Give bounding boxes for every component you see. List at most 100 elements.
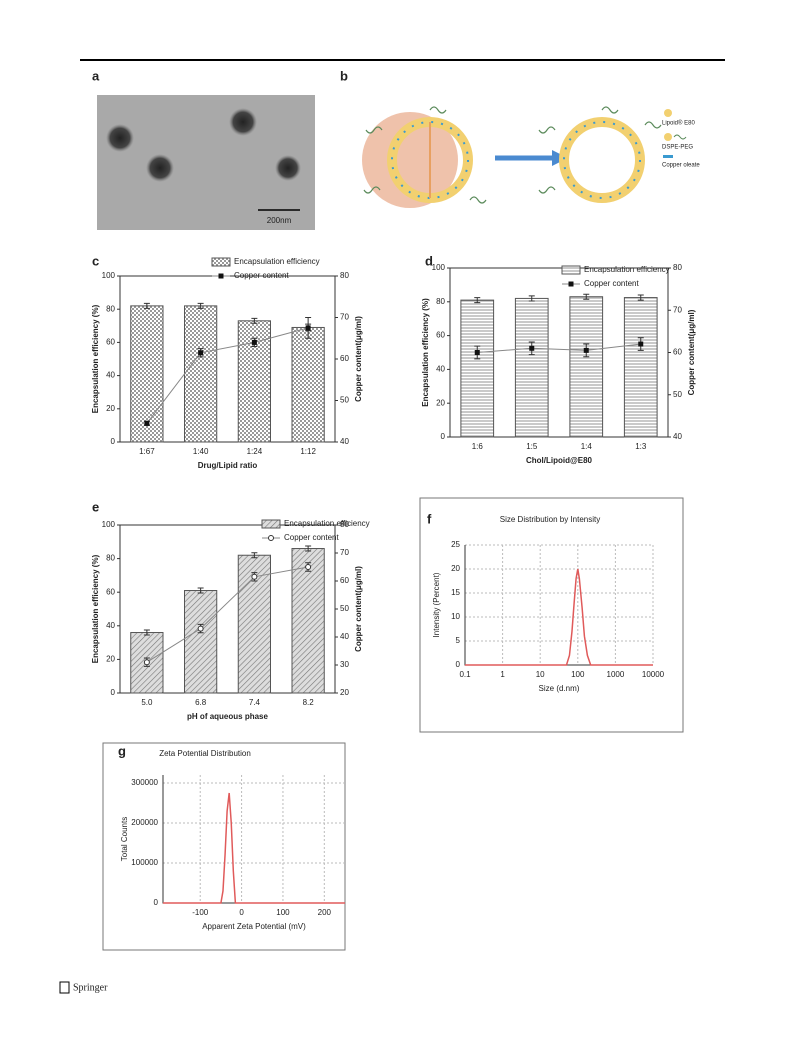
- bar: [569, 296, 604, 438]
- y-tick-label: 60: [436, 331, 445, 340]
- x-tick-label: 5.0: [141, 698, 153, 707]
- chart-title: Size Distribution by Intensity: [500, 515, 601, 524]
- bar: [514, 297, 549, 438]
- y-tick-label: 60: [106, 338, 115, 347]
- y2-tick-label: 80: [673, 263, 682, 272]
- legend-label: Copper content: [284, 533, 339, 542]
- line: [146, 327, 309, 424]
- y-tick-label: 20: [436, 398, 445, 407]
- error-bar: [143, 629, 150, 636]
- panel-frame: [102, 742, 346, 951]
- x-axis-title: Apparent Zeta Potential (mV): [202, 922, 306, 931]
- x-axis-title: Size (d.nm): [539, 684, 580, 693]
- x-tick-label: 100: [276, 908, 290, 917]
- y-tick-label: 200000: [131, 818, 158, 827]
- x-tick-label: 100: [571, 670, 585, 679]
- x-tick-label: 1:12: [300, 447, 316, 456]
- legend-label: Copper content: [584, 279, 639, 288]
- y-tick-label: 80: [436, 297, 445, 306]
- marker: [251, 573, 258, 580]
- y2-tick-label: 80: [340, 271, 349, 280]
- legend-label: Encapsulation efficiency: [584, 265, 670, 274]
- panel-label: f: [427, 511, 432, 526]
- y2-tick-label: 60: [340, 576, 349, 585]
- axes: [464, 545, 653, 666]
- x-tick-label: 7.4: [249, 698, 261, 707]
- y-axis-title: Encapsulation efficiency (%): [421, 298, 430, 407]
- legend-label: Copper content: [234, 271, 289, 280]
- y-tick-label: 0: [154, 898, 159, 907]
- y-tick-label: 40: [106, 621, 115, 630]
- marker: [568, 281, 574, 287]
- bar: [291, 548, 325, 694]
- panel-label: g: [118, 743, 126, 758]
- y2-tick-label: 70: [673, 305, 682, 314]
- error-bar: [251, 552, 258, 559]
- legend-label: DSPE-PEG: [662, 145, 693, 151]
- scale-bar-label: 200nm: [267, 216, 292, 225]
- marker: [305, 325, 311, 331]
- y-tick-label: 100: [432, 263, 446, 272]
- bar: [460, 299, 495, 438]
- x-tick-label: 0: [239, 908, 244, 917]
- y-tick-label: 80: [106, 554, 115, 563]
- y-tick-label: 20: [106, 655, 115, 664]
- marker: [144, 420, 150, 426]
- marker: [198, 350, 204, 356]
- axes: [162, 775, 345, 904]
- x-tick-label: 10000: [642, 670, 665, 679]
- y-tick-label: 100: [102, 271, 116, 280]
- y2-tick-label: 50: [340, 604, 349, 613]
- y2-tick-label: 30: [340, 660, 349, 669]
- bar: [184, 305, 218, 443]
- y2-tick-label: 50: [673, 390, 682, 399]
- chart-title: Zeta Potential Distribution: [159, 749, 251, 758]
- y2-tick-label: 60: [673, 348, 682, 357]
- y-axis-title: Intensity (Percent): [432, 572, 441, 637]
- x-tick-label: 8.2: [303, 698, 315, 707]
- x-tick-label: 10: [536, 670, 545, 679]
- error-bar: [583, 293, 590, 300]
- marker: [638, 341, 644, 347]
- marker: [529, 345, 535, 351]
- y-tick-label: 80: [106, 304, 115, 313]
- y-tick-label: 20: [451, 564, 460, 573]
- marker: [474, 350, 480, 355]
- y-tick-label: 0: [456, 660, 461, 669]
- legend-label: Encapsulation efficiency: [284, 519, 370, 528]
- y-tick-label: 60: [106, 587, 115, 596]
- bar: [130, 305, 164, 443]
- marker: [218, 273, 224, 279]
- y-tick-label: 40: [436, 365, 445, 374]
- x-tick-label: 1:24: [247, 447, 263, 456]
- error-bar: [197, 302, 204, 309]
- panel-label: a: [92, 68, 100, 83]
- panel-label: d: [425, 253, 433, 268]
- y-tick-label: 40: [106, 371, 115, 380]
- y-tick-label: 0: [441, 432, 446, 441]
- y2-tick-label: 60: [340, 354, 349, 363]
- x-tick-label: 1:5: [526, 442, 538, 451]
- marker: [143, 659, 150, 666]
- x-tick-label: 6.8: [195, 698, 207, 707]
- y-axis-title: Encapsulation efficiency (%): [91, 554, 100, 663]
- legend-label: Copper oleate: [662, 163, 700, 169]
- y-tick-label: 300000: [131, 778, 158, 787]
- y2-tick-label: 20: [340, 688, 349, 697]
- panel-frame: [419, 497, 684, 733]
- x-tick-label: 1: [500, 670, 505, 679]
- micrograph: [97, 95, 315, 230]
- y2-tick-label: 70: [340, 313, 349, 322]
- x-axis-title: Drug/Lipid ratio: [198, 461, 258, 470]
- panel-label: e: [92, 499, 99, 514]
- line: [477, 343, 641, 353]
- y-tick-label: 5: [456, 636, 461, 645]
- y-tick-label: 0: [111, 437, 116, 446]
- error-bar: [528, 295, 535, 302]
- x-tick-label: 1:6: [472, 442, 484, 451]
- error-bar: [143, 302, 150, 309]
- y-tick-label: 100000: [131, 858, 158, 867]
- publisher-icon: [59, 981, 70, 994]
- error-bar: [251, 317, 258, 324]
- bar: [623, 297, 658, 438]
